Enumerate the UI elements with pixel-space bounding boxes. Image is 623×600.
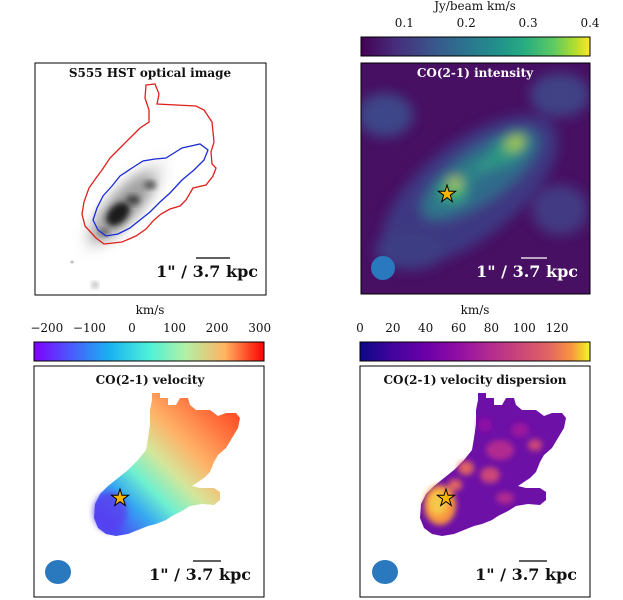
svg-text:1" / 3.7 kpc: 1" / 3.7 kpc bbox=[476, 262, 578, 281]
velocity-tick-5: 300 bbox=[248, 321, 271, 335]
intensity-title: CO(2-1) intensity bbox=[417, 66, 534, 80]
velocity-tick-0: −200 bbox=[30, 321, 63, 335]
panel-co-dispersion: km/s 0 20 40 60 80 100 120 bbox=[356, 303, 591, 598]
optical-scalebar-arcsec: 1" bbox=[156, 262, 175, 281]
velocity-colorbar-bar bbox=[33, 341, 265, 362]
velocity-colorbar-ticks: −200 −100 0 100 200 300 bbox=[30, 321, 271, 335]
panel-hst-optical: S555 HST optical image 1" / 3.7 kpc bbox=[34, 62, 267, 296]
velocity-scalebar-arcsec: 1" bbox=[149, 565, 168, 584]
intensity-scalebar-kpc: 3.7 kpc bbox=[513, 262, 579, 281]
velocity-frame-border bbox=[33, 365, 265, 598]
dispersion-tick-3: 60 bbox=[451, 321, 466, 335]
dispersion-tick-4: 80 bbox=[484, 321, 499, 335]
velocity-scalebar-kpc: 3.7 kpc bbox=[186, 565, 252, 584]
intensity-tick-0: 0.1 bbox=[395, 16, 414, 30]
optical-scalebar-kpc: 3.7 kpc bbox=[193, 262, 259, 281]
dispersion-tick-5: 100 bbox=[513, 321, 536, 335]
star-marker-icon bbox=[109, 487, 131, 507]
dispersion-colorbar-unit: km/s bbox=[461, 303, 490, 317]
dispersion-tick-6: 120 bbox=[546, 321, 569, 335]
intensity-colorbar-unit: Jy/beam km/s bbox=[432, 0, 516, 13]
dispersion-tick-2: 40 bbox=[418, 321, 433, 335]
star-marker-icon bbox=[435, 487, 457, 507]
dispersion-colorbar: km/s 0 20 40 60 80 100 120 bbox=[356, 303, 591, 362]
dispersion-frame-border bbox=[359, 365, 591, 598]
intensity-scalebar: 1" / 3.7 kpc bbox=[476, 257, 578, 281]
optical-frame-border bbox=[34, 62, 267, 296]
dispersion-colorbar-bar bbox=[359, 341, 591, 362]
star-marker-icon bbox=[436, 183, 458, 203]
dispersion-tick-0: 0 bbox=[356, 321, 364, 335]
intensity-colorbar: Jy/beam km/s 0.1 0.2 0.3 0.4 bbox=[360, 0, 600, 57]
velocity-scalebar-sep: / bbox=[169, 565, 186, 584]
svg-text:1" / 3.7 kpc: 1" / 3.7 kpc bbox=[156, 262, 258, 281]
dispersion-scalebar: 1" / 3.7 kpc bbox=[475, 560, 577, 584]
dispersion-scalebar-arcsec: 1" bbox=[475, 565, 494, 584]
intensity-colorbar-ticks: 0.1 0.2 0.3 0.4 bbox=[395, 16, 600, 30]
velocity-beam-ellipse bbox=[45, 560, 71, 584]
velocity-colorbar-unit: km/s bbox=[136, 303, 165, 317]
optical-scalebar: 1" / 3.7 kpc bbox=[156, 257, 258, 281]
dispersion-colorbar-ticks: 0 20 40 60 80 100 120 bbox=[356, 321, 568, 335]
intensity-scalebar-arcsec: 1" bbox=[476, 262, 495, 281]
velocity-tick-4: 200 bbox=[206, 321, 229, 335]
intensity-tick-3: 0.4 bbox=[580, 16, 599, 30]
dispersion-scalebar-kpc: 3.7 kpc bbox=[512, 565, 578, 584]
intensity-colorbar-bar bbox=[360, 36, 591, 57]
svg-text:1" / 3.7 kpc: 1" / 3.7 kpc bbox=[475, 565, 577, 584]
velocity-tick-2: 0 bbox=[128, 321, 136, 335]
intensity-scalebar-sep: / bbox=[496, 262, 513, 281]
velocity-map-region bbox=[94, 393, 240, 536]
velocity-tick-3: 100 bbox=[163, 321, 186, 335]
velocity-title: CO(2-1) velocity bbox=[96, 373, 206, 387]
panel-co-intensity: Jy/beam km/s 0.1 0.2 0.3 0.4 bbox=[360, 0, 600, 295]
optical-inner-contour bbox=[92, 143, 209, 237]
dispersion-title: CO(2-1) velocity dispersion bbox=[383, 373, 566, 387]
intensity-tick-1: 0.2 bbox=[457, 16, 476, 30]
intensity-frame-border bbox=[360, 62, 591, 295]
optical-outer-contour bbox=[81, 83, 217, 245]
optical-scalebar-sep: / bbox=[176, 262, 193, 281]
dispersion-tick-1: 20 bbox=[385, 321, 400, 335]
intensity-beam-ellipse bbox=[371, 256, 395, 280]
dispersion-scalebar-sep: / bbox=[495, 565, 512, 584]
velocity-colorbar: km/s −200 −100 0 100 200 300 bbox=[30, 303, 271, 362]
svg-text:1" / 3.7 kpc: 1" / 3.7 kpc bbox=[149, 565, 251, 584]
dispersion-beam-ellipse bbox=[372, 560, 398, 584]
panel-co-velocity: km/s −200 −100 0 100 200 300 CO(2-1) vel… bbox=[30, 303, 271, 598]
optical-title: S555 HST optical image bbox=[69, 66, 232, 80]
velocity-scalebar: 1" / 3.7 kpc bbox=[149, 560, 251, 584]
intensity-tick-2: 0.3 bbox=[519, 16, 538, 30]
velocity-tick-1: −100 bbox=[73, 321, 106, 335]
